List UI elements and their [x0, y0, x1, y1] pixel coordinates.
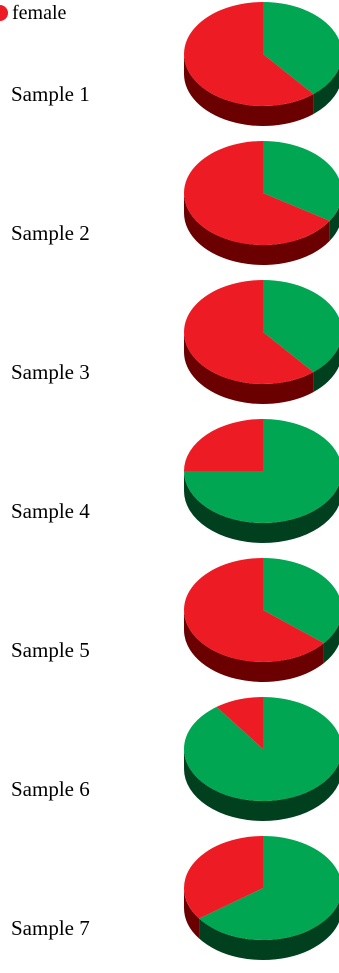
male-slice — [263, 2, 339, 95]
pie-chart-row: Sample 1 — [0, 0, 339, 139]
female-slice — [184, 419, 263, 471]
female-slice — [184, 2, 314, 106]
female-slice — [183, 141, 330, 245]
male-slice — [184, 697, 339, 801]
pie-chart — [184, 697, 339, 821]
pie-chart — [184, 836, 339, 960]
legend: female — [0, 0, 66, 26]
pie-chart-row: Sample 3 — [0, 278, 339, 417]
male-slice-side — [313, 346, 339, 393]
pie-chart-row: Sample 4 — [0, 417, 339, 556]
pie-chart-row: Sample 6 — [0, 695, 339, 834]
male-slice — [263, 280, 339, 373]
pie-chart-row: Sample 5 — [0, 556, 339, 695]
sample-label: Sample 3 — [11, 360, 90, 384]
female-slice — [184, 558, 324, 662]
sample-label: Sample 4 — [11, 499, 90, 523]
male-slice-side — [184, 749, 339, 821]
pie-chart — [184, 558, 339, 683]
sample-label: Sample 1 — [11, 82, 90, 106]
sample-label: Sample 2 — [11, 221, 90, 245]
sample-label: Sample 6 — [11, 777, 90, 801]
sample-label: Sample 7 — [11, 916, 90, 940]
female-slice-side — [184, 193, 330, 265]
female-slice-side — [184, 610, 324, 683]
legend-swatch-female — [0, 5, 8, 21]
female-slice — [216, 697, 263, 749]
pie-chart-row: Sample 7 — [0, 834, 339, 973]
male-slice — [199, 836, 339, 940]
male-slice-side — [199, 902, 339, 960]
female-slice-side — [184, 332, 314, 405]
pie-chart — [184, 419, 339, 543]
female-slice-side — [184, 54, 314, 127]
male-slice — [263, 558, 339, 644]
male-slice-side — [329, 207, 339, 241]
pie-chart — [183, 141, 339, 265]
male-slice — [263, 141, 339, 221]
female-slice — [184, 836, 263, 919]
male-slice-side — [323, 624, 339, 664]
male-slice-side — [313, 68, 339, 115]
sample-label: Sample 5 — [11, 638, 90, 662]
pie-chart — [184, 2, 339, 127]
pie-chart — [184, 280, 339, 405]
male-slice-side — [184, 471, 339, 543]
legend-label-female: female — [12, 2, 67, 24]
female-slice — [184, 280, 314, 384]
pie-chart-row: Sample 2 — [0, 139, 339, 278]
female-slice-side — [184, 888, 200, 939]
